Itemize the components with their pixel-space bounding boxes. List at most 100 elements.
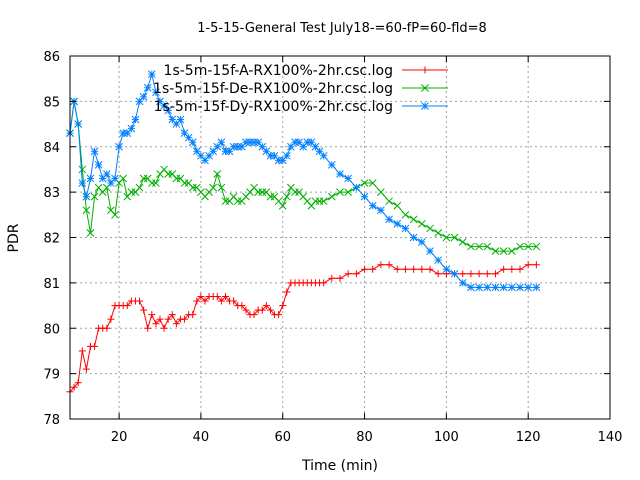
data-point (262, 302, 270, 310)
data-point (152, 179, 160, 187)
data-point (459, 270, 467, 278)
data-point (91, 342, 99, 350)
series-line (69, 101, 537, 252)
legend-marker (421, 102, 429, 110)
data-point (336, 188, 344, 196)
data-point (90, 147, 99, 156)
data-point (279, 302, 287, 310)
data-point (491, 283, 500, 292)
data-point (209, 183, 218, 192)
data-point (475, 242, 483, 251)
data-point (74, 379, 82, 387)
x-tick-label: 120 (516, 430, 541, 445)
data-point (524, 283, 533, 292)
data-point (434, 270, 442, 278)
data-point (152, 88, 160, 97)
data-point (434, 256, 443, 265)
data-point (450, 269, 459, 278)
data-point (499, 247, 508, 255)
data-point (283, 288, 291, 296)
data-point (282, 192, 291, 201)
series-2 (66, 97, 541, 255)
data-point (467, 270, 475, 278)
data-point (147, 70, 156, 79)
data-point (393, 201, 402, 210)
data-point (475, 283, 483, 292)
x-tick-label: 100 (434, 430, 459, 445)
x-tick-label: 140 (598, 430, 623, 445)
data-point (282, 151, 291, 160)
y-tick-label: 86 (43, 50, 60, 65)
data-point (336, 274, 344, 282)
data-point (275, 311, 283, 319)
data-point (327, 161, 336, 169)
legend-label: 1s-5m-15f-Dy-RX100%-2hr.csc.log (154, 99, 393, 115)
data-point (516, 265, 524, 273)
data-point (78, 347, 86, 355)
data-point (507, 247, 516, 255)
data-point (82, 365, 90, 373)
data-point (102, 170, 111, 178)
data-point (524, 242, 533, 251)
data-point (401, 210, 410, 219)
legend: 1s-5m-15f-A-RX100%-2hr.csc.log 1s-5m-15f-… (153, 63, 448, 115)
data-point (250, 311, 258, 319)
data-point (458, 279, 467, 287)
data-point (140, 306, 148, 314)
data-point (135, 183, 144, 192)
data-point (426, 265, 434, 273)
data-point (254, 138, 263, 147)
series-layer (66, 70, 541, 396)
y-tick-label: 84 (43, 141, 60, 156)
data-point (458, 238, 467, 246)
x-tick-label: 40 (193, 430, 210, 445)
legend-marker (421, 66, 429, 74)
data-point (238, 302, 246, 310)
data-point (417, 238, 426, 246)
data-point (90, 192, 99, 201)
data-point (475, 270, 483, 278)
data-point (131, 115, 140, 124)
data-point (319, 151, 328, 160)
data-point (278, 201, 287, 210)
data-point (385, 197, 393, 206)
data-point (409, 215, 418, 224)
data-point (450, 233, 459, 242)
data-point (328, 274, 336, 282)
data-point (152, 320, 160, 328)
data-point (385, 215, 393, 224)
data-point (368, 179, 377, 187)
data-point (258, 306, 266, 314)
data-point (483, 242, 492, 251)
data-point (385, 261, 393, 269)
data-point (467, 283, 475, 292)
series-1 (66, 261, 540, 396)
data-point (418, 265, 426, 273)
y-tick-label: 83 (43, 186, 60, 201)
data-point (393, 220, 402, 228)
y-tick-label: 80 (43, 322, 60, 337)
data-point (299, 142, 308, 151)
x-tick-label: 80 (356, 430, 373, 445)
data-point (499, 283, 508, 292)
y-axis-label: PDR (6, 223, 22, 252)
data-point (111, 174, 119, 183)
axis-ticks: 20 40 60 80 100 120 140 78 79 80 81 82 83 84 85 86 (43, 50, 622, 445)
x-axis-label: Time (min) (301, 458, 378, 474)
data-point (94, 161, 103, 169)
data-point (74, 120, 83, 128)
data-point (242, 306, 250, 314)
data-point (160, 324, 168, 332)
data-point (508, 265, 516, 273)
data-point (426, 224, 434, 233)
data-point (500, 265, 508, 273)
data-point (181, 315, 189, 323)
data-point (393, 265, 401, 273)
data-point (168, 311, 176, 319)
data-point (98, 174, 107, 183)
data-point (115, 142, 123, 151)
y-tick-label: 79 (43, 368, 60, 383)
data-point (78, 179, 87, 187)
data-point (143, 83, 152, 92)
data-point (78, 165, 87, 174)
